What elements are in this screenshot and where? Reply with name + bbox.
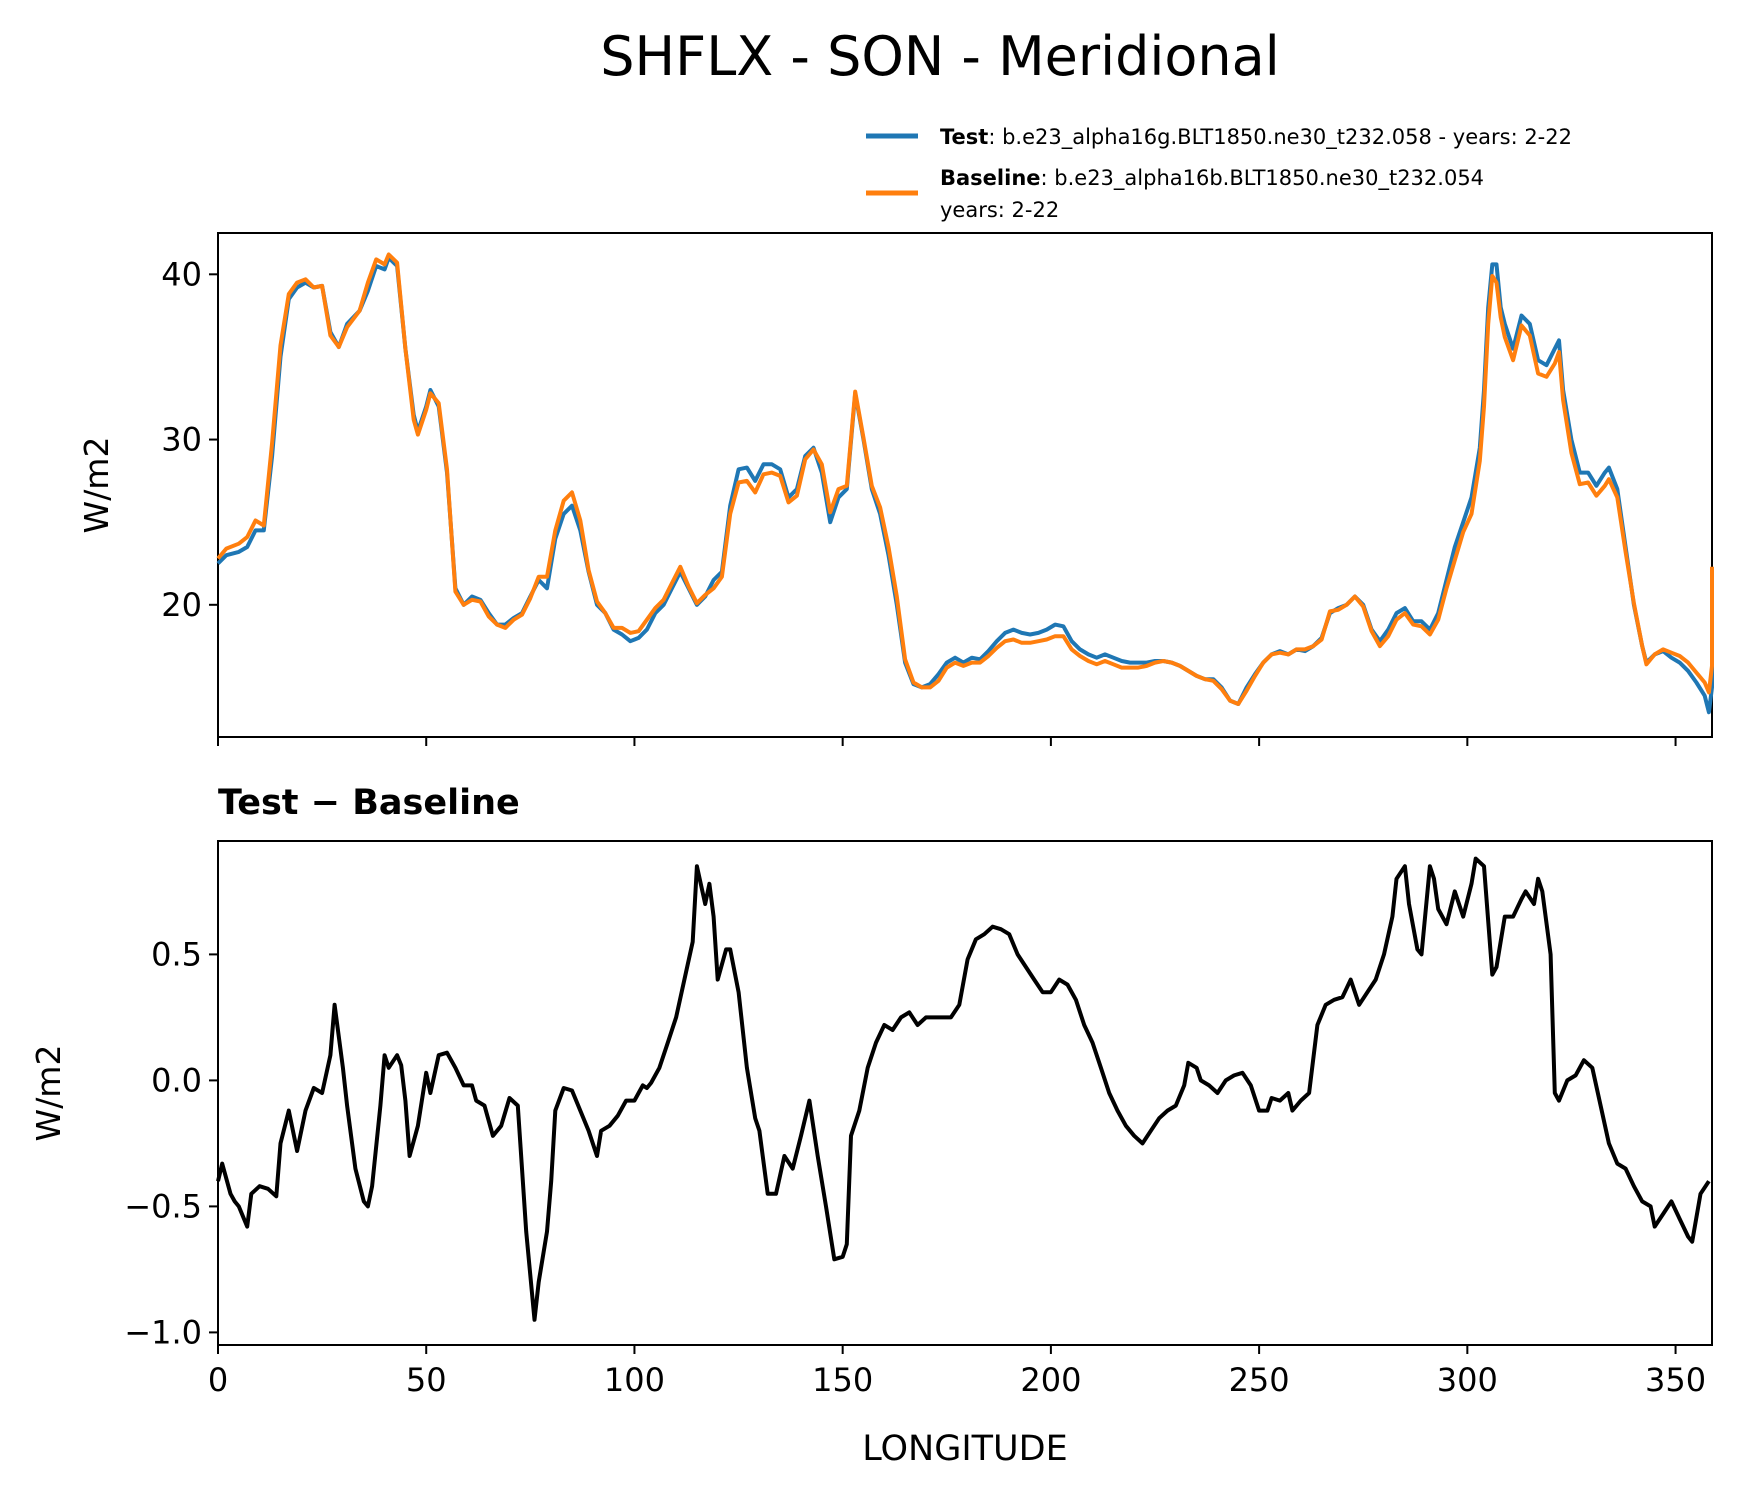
bottom-x-tick-label: 150: [812, 1361, 873, 1399]
x-axis-label: LONGITUDE: [862, 1429, 1068, 1469]
legend-label-baseline: Baseline: b.e23_alpha16b.BLT1850.ne30_t2…: [940, 166, 1484, 191]
top-panel-frame: [217, 232, 1713, 738]
top-y-tick-label: 30: [161, 421, 202, 459]
bottom-y-tick-label: 0.5: [151, 935, 202, 973]
legend-label-baseline-line2: years: 2-22: [940, 198, 1059, 222]
legend-label-test-bold: Test: [940, 125, 988, 149]
top-y-tick-label: 20: [161, 586, 202, 624]
top-series-line-baseline: [216, 252, 1714, 706]
bottom-x-tick-label: 250: [1229, 1361, 1290, 1399]
bottom-x-tick-label: 300: [1437, 1361, 1498, 1399]
bottom-x-tick-label: 100: [604, 1361, 665, 1399]
bottom-panel: Test − Baseline −1.0 −0.5 0.0 0.5 0 50 100 150 2…: [29, 783, 1713, 1469]
bottom-series-line-test-baseline: [216, 856, 1711, 1322]
bottom-x-tick-label: 0: [208, 1361, 228, 1399]
top-panel: 20 30 40 W/m2: [77, 232, 1714, 746]
top-y-tick-label: 40: [161, 255, 202, 293]
legend: Test: b.e23_alpha16g.BLT1850.ne30_t232.0…: [866, 125, 1572, 222]
legend-label-baseline-rest: : b.e23_alpha16b.BLT1850.ne30_t232.054: [1041, 166, 1485, 191]
bottom-x-tick-label: 50: [406, 1361, 447, 1399]
bottom-x-tick-label: 200: [1020, 1361, 1081, 1399]
bottom-x-tick-label: 350: [1645, 1361, 1706, 1399]
diff-panel-title: Test − Baseline: [218, 783, 520, 823]
legend-label-baseline-bold: Baseline: [940, 166, 1041, 190]
top-y-axis-label: W/m2: [77, 437, 116, 534]
legend-label-test-rest: : b.e23_alpha16g.BLT1850.ne30_t232.058 -…: [988, 125, 1572, 150]
bottom-y-tick-label: −0.5: [124, 1187, 202, 1225]
bottom-y-tick-label: −1.0: [124, 1313, 202, 1351]
bottom-panel-frame: [217, 840, 1713, 1346]
bottom-y-axis-label: W/m2: [29, 1045, 68, 1142]
bottom-y-tick-label: 0.0: [151, 1061, 202, 1099]
figure-title: SHFLX - SON - Meridional: [600, 25, 1279, 88]
legend-label-test: Test: b.e23_alpha16g.BLT1850.ne30_t232.0…: [940, 125, 1572, 150]
